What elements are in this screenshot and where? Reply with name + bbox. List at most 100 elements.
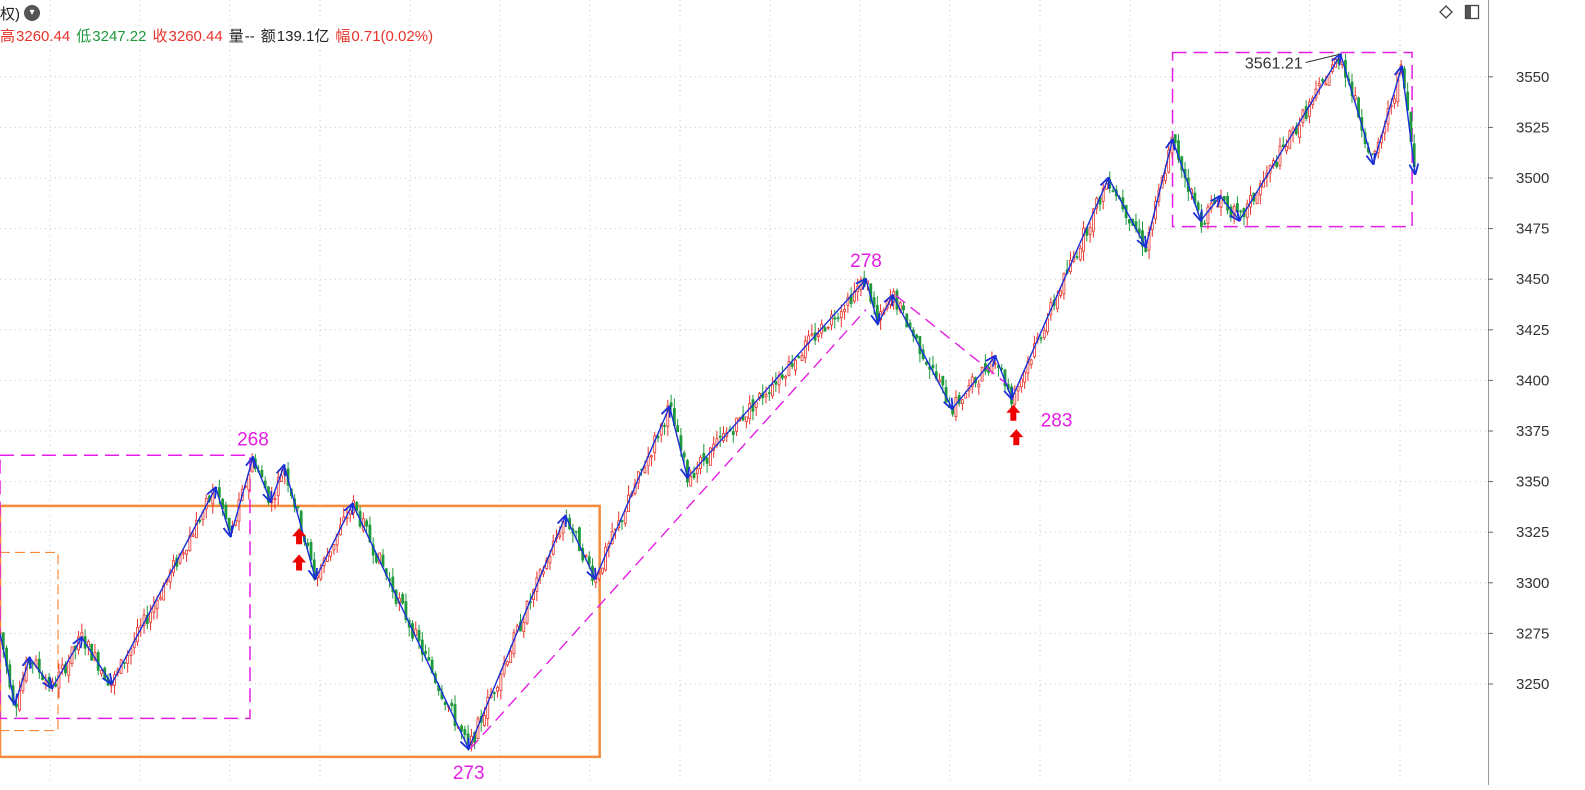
candle-body [365,520,369,527]
diamond-icon[interactable] [1438,4,1454,20]
candle-body [748,403,752,420]
stat-item: 高 3260.44 [0,25,70,46]
candle-body [1177,140,1180,160]
stat-value: -- [244,27,255,45]
candle-body [332,544,336,551]
y-tick-label: 3250 [1516,676,1549,693]
wave-segment [252,457,271,502]
price-annotation-label: 3561.21 [1245,56,1303,73]
candle-body [548,556,552,564]
candle-body [702,453,706,461]
up-arrow-shape [292,528,307,545]
wave-segment [1200,196,1220,221]
candle-body [689,476,693,487]
candle-body [833,317,837,320]
y-tick-label: 3500 [1516,170,1549,187]
wave-segment [594,407,669,580]
wave-segment [994,355,1011,399]
candle-body [970,376,974,387]
candle-body [509,651,513,663]
candle-body [938,379,941,383]
candle-body [159,597,162,600]
wave-segment [215,487,231,537]
stat-item: 额 139.1亿 [261,25,330,46]
candle-body [823,327,827,332]
candle-body [296,506,300,509]
candle-body [1019,378,1023,388]
up-arrow-icon [1006,404,1021,421]
candle-body [1285,145,1288,152]
candle-body [558,534,562,538]
candle-body [800,354,804,361]
wave-layer [0,55,1415,749]
candle-body [60,664,64,670]
wave-count-label: 283 [1041,411,1073,432]
wave-segment [1372,67,1401,165]
y-tick-label: 3275 [1516,625,1549,642]
up-arrow-icon [292,528,307,545]
candle-body [686,460,689,483]
wave-segment [1340,54,1374,164]
stat-label: 额 [260,27,276,45]
y-tick-label: 3375 [1516,423,1549,440]
candle-body [260,469,264,478]
candle-body [895,290,899,310]
candle-body [368,524,372,543]
candle-body [604,546,608,571]
wave-segment [1219,195,1239,220]
candle-body [453,704,457,727]
candle-body [902,305,905,311]
wave-segment [270,465,284,503]
candle-body [780,374,784,379]
candle-body [1144,246,1148,253]
candle-body [54,683,58,687]
panel-toggle-icon[interactable] [1464,4,1480,20]
candle-body [931,364,935,369]
candle-body [427,657,431,661]
candle-body [499,674,503,691]
candle-body [941,375,945,386]
candle-body [486,696,490,719]
wave-segment [110,488,216,685]
candle-body [1357,97,1360,118]
stat-value: 0.71(0.02%) [351,27,434,45]
candle-body [787,361,791,377]
label-layer: 268 273 278 283 3561.21 [237,54,1339,784]
wave-count-label: 278 [850,251,882,272]
candle-body [1308,101,1311,117]
candle-body [676,425,680,433]
price-axis: 3250 3275 3300 3325 3350 3375 3400 3425 3450 3475… [1488,0,1549,785]
candle-body [57,671,61,689]
candle-body [309,541,313,561]
chevron-down-icon[interactable]: ▾ [24,5,40,21]
wave-segment [29,657,52,688]
wave-segment [1238,55,1341,221]
candle-body [830,314,833,326]
stat-label: 收 [152,27,168,45]
wave-segment [951,356,995,410]
candle-body [195,520,198,539]
candle-body [1078,247,1082,260]
candle-body [764,394,768,398]
candle-body [404,601,408,620]
wave-count-label: 268 [237,429,269,450]
candle-body [1029,359,1033,365]
candle-body [1039,337,1043,340]
ohlc-info-row: 高 3260.44 低 3247.22 收 3260.44 量 -- 额 139.1亿幅 0.71(… [0,24,433,46]
chart-header: 权) ▾ [0,2,40,24]
candle-body [1324,83,1328,86]
candle-body [1075,256,1079,258]
candle-body [731,431,735,435]
candle-body [771,384,774,397]
candle-body [977,383,981,388]
candle-body [744,416,748,422]
candle-body [669,402,673,407]
candle-body [797,355,801,358]
up-arrow-icon [292,554,307,571]
candle-body [1023,371,1027,383]
candle-body [767,392,771,395]
candle-body [718,435,722,438]
candle-body [522,622,526,632]
